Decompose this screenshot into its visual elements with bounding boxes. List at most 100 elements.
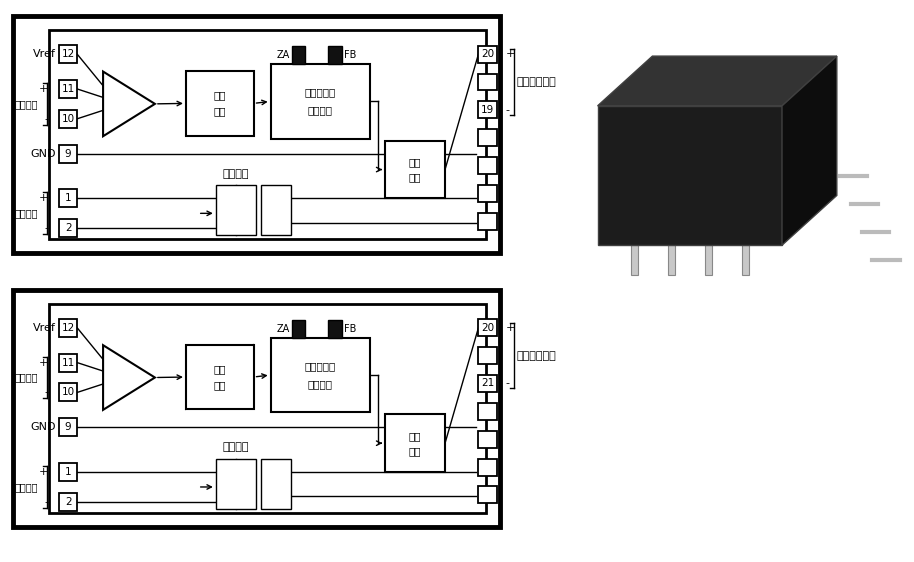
- Text: 2: 2: [65, 497, 71, 507]
- Text: -: -: [44, 497, 48, 507]
- Bar: [260, 185, 291, 235]
- Text: 输出: 输出: [409, 157, 421, 167]
- Text: -: -: [44, 223, 48, 233]
- Bar: [478, 129, 497, 146]
- Text: +: +: [505, 49, 515, 59]
- Bar: [49, 30, 486, 239]
- Text: 20: 20: [482, 49, 494, 59]
- Bar: [328, 46, 343, 64]
- Text: +: +: [39, 467, 48, 477]
- Text: 输出: 输出: [409, 430, 421, 441]
- Bar: [59, 144, 77, 162]
- Bar: [478, 185, 497, 202]
- Bar: [271, 64, 370, 139]
- Bar: [59, 353, 77, 371]
- Polygon shape: [598, 106, 782, 245]
- Polygon shape: [782, 56, 837, 245]
- Polygon shape: [103, 71, 154, 136]
- Bar: [631, 245, 638, 275]
- Text: +: +: [39, 357, 48, 368]
- Bar: [59, 463, 77, 481]
- Text: 电路: 电路: [409, 446, 421, 456]
- Text: -: -: [44, 387, 48, 397]
- Text: GND: GND: [31, 422, 57, 432]
- Bar: [478, 101, 497, 119]
- Text: +: +: [505, 323, 515, 333]
- Text: +: +: [39, 84, 48, 94]
- Text: 2: 2: [65, 223, 71, 233]
- Text: 输入信号: 输入信号: [15, 99, 38, 109]
- Text: 输入信号: 输入信号: [15, 373, 38, 383]
- Text: 20: 20: [482, 323, 494, 333]
- Text: 1: 1: [65, 467, 71, 477]
- Text: 放大电路: 放大电路: [308, 105, 333, 115]
- Bar: [59, 319, 77, 337]
- Text: 放大电路: 放大电路: [308, 379, 333, 389]
- Text: ZA: ZA: [276, 324, 290, 334]
- Bar: [59, 110, 77, 128]
- Text: 输出电流信号: 输出电流信号: [516, 77, 556, 87]
- Bar: [271, 338, 370, 413]
- Text: GND: GND: [31, 148, 57, 158]
- Bar: [478, 213, 497, 230]
- Text: 供电电源: 供电电源: [15, 482, 38, 492]
- Bar: [186, 345, 253, 409]
- Polygon shape: [103, 345, 154, 410]
- Text: 9: 9: [65, 148, 71, 158]
- Text: 输出电压信号: 输出电压信号: [516, 351, 556, 361]
- Text: 电源电路: 电源电路: [222, 442, 249, 452]
- Text: -: -: [505, 105, 509, 115]
- Bar: [478, 487, 497, 504]
- Text: 21: 21: [482, 378, 494, 388]
- Text: -: -: [44, 114, 48, 124]
- Text: 电路: 电路: [214, 380, 226, 390]
- Text: 电路: 电路: [409, 172, 421, 182]
- Bar: [14, 16, 500, 253]
- Bar: [478, 459, 497, 475]
- Text: 隔离: 隔离: [214, 90, 226, 101]
- Bar: [260, 459, 291, 509]
- Text: 10: 10: [61, 114, 75, 124]
- Bar: [478, 157, 497, 174]
- Text: 电路: 电路: [214, 106, 226, 116]
- Text: 低漂移电压: 低漂移电压: [304, 361, 336, 371]
- Text: Vref: Vref: [33, 323, 57, 333]
- Text: 12: 12: [61, 323, 75, 333]
- Text: FB: FB: [345, 324, 356, 334]
- Text: 19: 19: [482, 105, 494, 115]
- Bar: [14, 290, 500, 527]
- Bar: [59, 493, 77, 511]
- Text: -: -: [505, 378, 509, 388]
- Bar: [59, 219, 77, 237]
- Text: 1: 1: [65, 193, 71, 203]
- Bar: [478, 46, 497, 62]
- Text: 10: 10: [61, 387, 75, 397]
- Bar: [216, 185, 256, 235]
- Bar: [668, 245, 675, 275]
- Text: 12: 12: [61, 49, 75, 59]
- Bar: [59, 45, 77, 63]
- Bar: [385, 414, 445, 472]
- Text: 电源电路: 电源电路: [222, 169, 249, 179]
- Bar: [186, 71, 253, 135]
- Text: ZA: ZA: [276, 50, 290, 60]
- Bar: [741, 245, 749, 275]
- Bar: [385, 140, 445, 198]
- Text: 11: 11: [61, 84, 75, 94]
- Polygon shape: [598, 56, 837, 106]
- Text: +: +: [39, 193, 48, 203]
- Text: 11: 11: [61, 357, 75, 368]
- Bar: [705, 245, 712, 275]
- Bar: [478, 74, 497, 90]
- Text: 9: 9: [65, 422, 71, 432]
- Text: FB: FB: [345, 50, 356, 60]
- Bar: [49, 304, 486, 513]
- Bar: [59, 383, 77, 401]
- Bar: [292, 46, 305, 64]
- Bar: [328, 320, 343, 338]
- Bar: [59, 418, 77, 436]
- Bar: [478, 319, 497, 336]
- Bar: [59, 189, 77, 207]
- Bar: [478, 347, 497, 364]
- Text: 供电电源: 供电电源: [15, 209, 38, 218]
